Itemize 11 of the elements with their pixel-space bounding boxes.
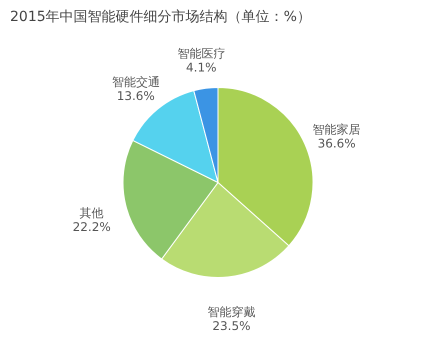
slice-label: 智能穿戴	[207, 304, 256, 319]
data-label: 13.6%	[116, 88, 155, 103]
slice-label: 其他	[80, 206, 104, 220]
data-label: 36.6%	[318, 136, 356, 150]
slice-label: 智能家居	[312, 122, 361, 136]
chart-title: 2015年中国智能硬件细分市场结构（单位：%）	[10, 9, 311, 25]
data-label: 4.1%	[186, 60, 217, 75]
slice-label: 智能交通	[112, 74, 160, 89]
data-label: 22.2%	[72, 220, 111, 234]
slice-label: 智能医疗	[177, 46, 226, 61]
data-label: 23.5%	[212, 318, 251, 333]
